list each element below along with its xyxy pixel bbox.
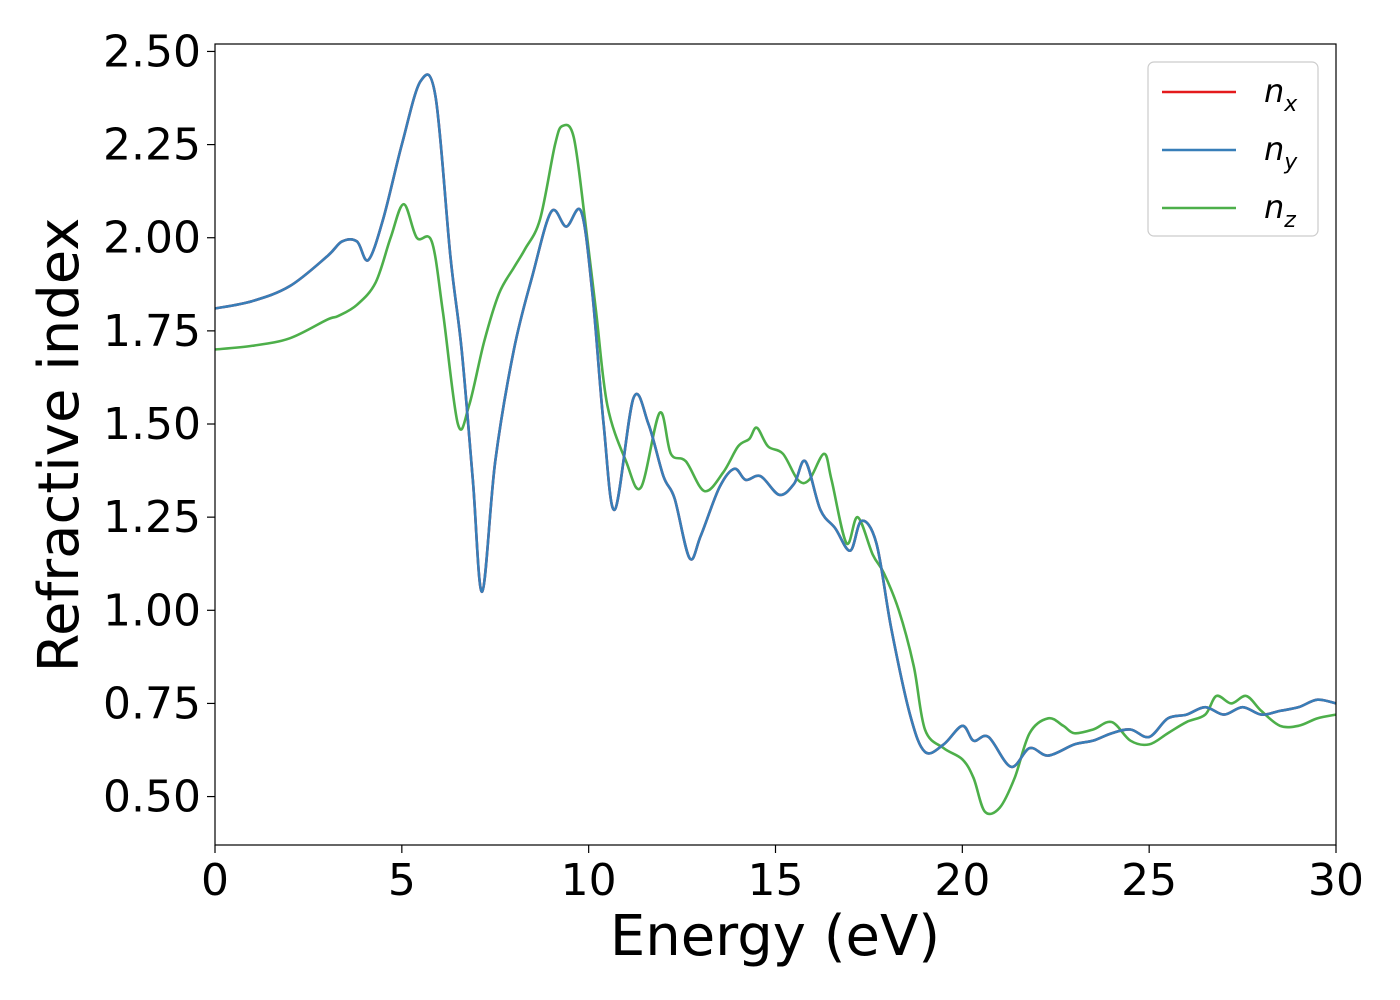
- y-tick-label: 1.75: [103, 306, 201, 357]
- x-tick-label: 30: [1308, 855, 1364, 906]
- y-tick-label: 0.50: [103, 772, 201, 823]
- x-tick-label: 10: [561, 855, 617, 906]
- y-tick-label: 2.50: [103, 26, 201, 77]
- y-tick-label: 2.00: [103, 213, 201, 264]
- y-axis-title: Refractive index: [27, 218, 92, 673]
- y-tick-label: 1.25: [103, 492, 201, 543]
- x-axis-title: Energy (eV): [610, 904, 940, 969]
- x-tick-label: 20: [934, 855, 990, 906]
- x-tick-label: 0: [201, 855, 229, 906]
- y-tick-label: 0.75: [103, 678, 201, 729]
- y-tick-label: 2.25: [103, 120, 201, 171]
- x-axis-ticks: 0 5 10 15 20 25 30: [201, 845, 1364, 906]
- y-axis-ticks: 0.50 0.75 1.00 1.25 1.50 1.75 2.00 2.25 2.50: [103, 26, 215, 823]
- x-tick-label: 15: [748, 855, 804, 906]
- x-tick-label: 25: [1121, 855, 1177, 906]
- x-tick-label: 5: [388, 855, 416, 906]
- series-line-nz: [215, 123, 1336, 816]
- series-layer: [215, 73, 1336, 816]
- y-tick-label: 1.50: [103, 399, 201, 450]
- y-tick-label: 1.00: [103, 585, 201, 636]
- series-line-ny: [215, 73, 1336, 769]
